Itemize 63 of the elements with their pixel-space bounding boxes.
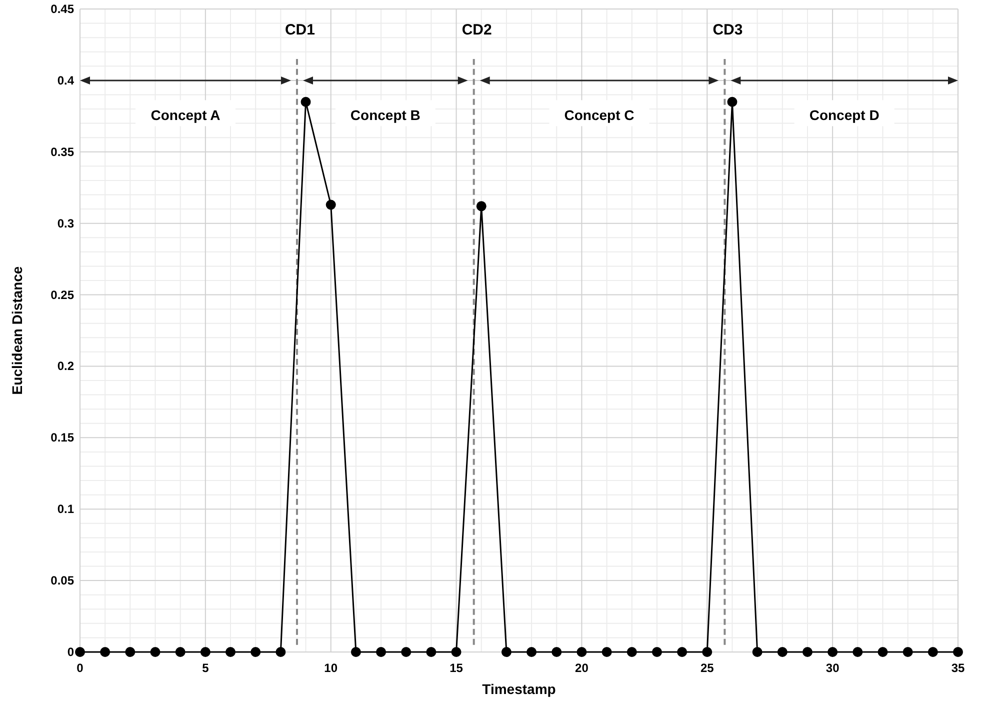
ref-line-label: CD3	[712, 22, 743, 39]
point	[125, 647, 136, 657]
point	[727, 96, 738, 107]
point	[852, 647, 863, 657]
y-tick-label: 0.15	[50, 430, 74, 445]
point	[552, 647, 562, 657]
point	[226, 647, 236, 657]
x-tick-label: 20	[575, 661, 589, 675]
point	[677, 647, 688, 657]
point	[576, 647, 587, 657]
y-tick-label: 0.3	[57, 216, 74, 230]
point	[100, 647, 110, 657]
x-tick-label: 0	[76, 661, 84, 675]
point	[350, 647, 361, 657]
x-tick-label: 10	[324, 661, 338, 675]
point	[928, 647, 938, 657]
point	[451, 647, 462, 657]
x-tick-label: 15	[450, 661, 464, 675]
ref-line-label: CD1	[284, 22, 315, 39]
point	[526, 647, 537, 657]
point	[953, 647, 963, 657]
annotation: Concept C	[564, 107, 634, 124]
y-tick-label: 0.45	[50, 2, 74, 16]
point	[426, 647, 436, 657]
point	[376, 647, 386, 657]
point	[602, 647, 612, 657]
point	[300, 96, 311, 107]
point	[752, 647, 762, 657]
point	[250, 647, 261, 657]
point	[828, 647, 838, 657]
point	[626, 647, 637, 657]
point	[276, 647, 286, 657]
point	[200, 647, 210, 657]
annotation: Concept A	[150, 107, 220, 124]
y-tick-label: 0.1	[57, 502, 74, 516]
x-tick-label: 5	[202, 661, 210, 675]
y-tick-label: 0.05	[50, 574, 74, 588]
point	[150, 647, 160, 657]
point	[878, 647, 888, 657]
point	[401, 647, 412, 657]
x-tick-label: 35	[951, 661, 965, 675]
y-tick-label: 0	[67, 645, 74, 659]
point	[501, 647, 512, 657]
y-tick-label: 0.25	[50, 288, 74, 302]
point	[777, 647, 788, 657]
point	[326, 200, 336, 210]
ref-line-label: CD2	[462, 22, 492, 39]
point	[802, 647, 812, 657]
annotation: Concept B	[350, 107, 420, 124]
x-tick-label: 30	[826, 661, 840, 675]
point	[75, 647, 85, 657]
point	[175, 647, 186, 657]
point	[902, 647, 913, 657]
y-axis-title: Euclidean Distance	[9, 266, 25, 395]
point	[476, 201, 486, 212]
y-tick-label: 0.35	[50, 144, 74, 159]
y-tick-label: 0.4	[57, 73, 74, 88]
point	[702, 647, 712, 657]
x-tick-label: 25	[700, 661, 714, 675]
x-axis-title: Timestamp	[482, 681, 556, 697]
y-tick-label: 0.2	[57, 359, 74, 374]
annotation: Concept D	[809, 107, 880, 124]
point	[652, 647, 662, 657]
